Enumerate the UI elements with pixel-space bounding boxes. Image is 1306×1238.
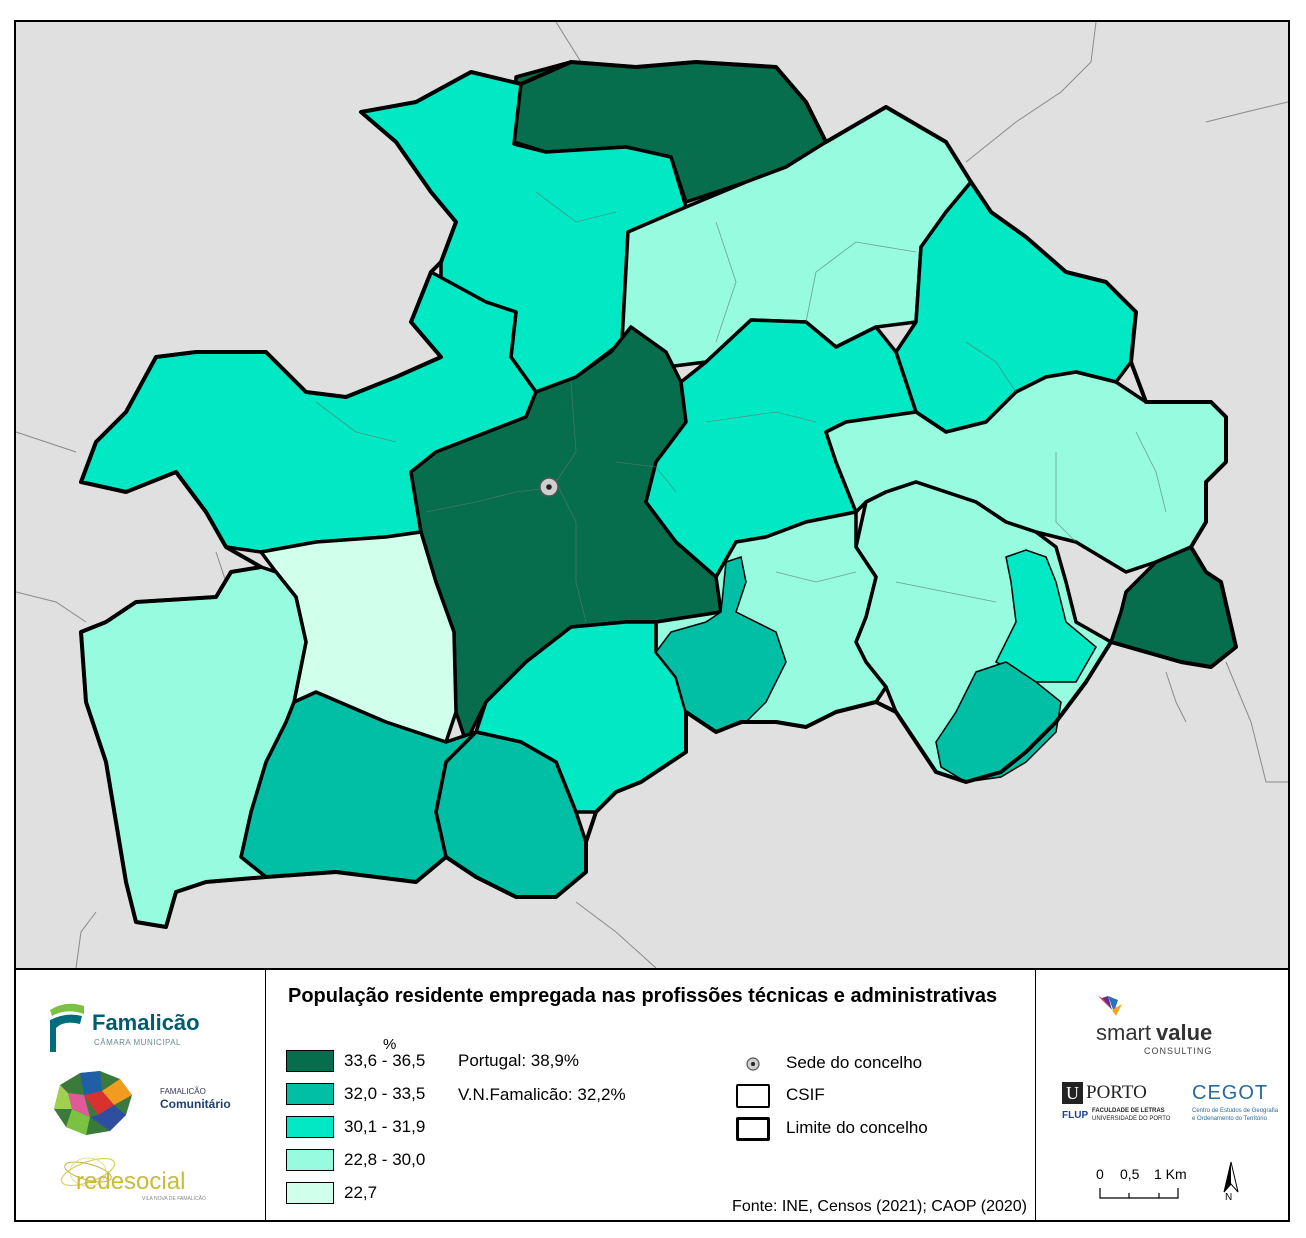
uporto-flup: FLUP [1062,1110,1089,1121]
north-arrow: N [1216,1160,1246,1210]
redesocial-sub: VILA NOVA DE FAMALICÃO [142,1196,206,1202]
mosaic-map-icon [54,1071,132,1135]
legend-class-label: 32,0 - 33,5 [344,1084,426,1103]
map-layout-frame: Famalicão CÂMARA MUNICIPAL FAMALICÃO Com… [14,20,1290,1222]
scale-bar-graphic [1099,1188,1179,1199]
smartvalue-bird-icon [1098,996,1122,1016]
boundary-swatch [736,1117,770,1141]
stat-portugal: Portugal: 38,9% [458,1051,579,1070]
legend-class-label: 30,1 - 31,9 [344,1117,426,1136]
csif-areas [79,60,1238,929]
legend-unit: % [383,1036,397,1053]
cegot-logo: CEGOT Centro de Estudos de Geografia e O… [1192,1082,1284,1128]
boundary-label: Limite do concelho [786,1118,928,1137]
comunitario-line2: Comunitário [160,1097,231,1111]
scale-tick-1: 0,5 [1120,1166,1140,1182]
map-canvas [16,22,1288,968]
scale-tick-0: 0 [1096,1166,1104,1182]
redesocial-swirl-icon [60,1157,116,1187]
seat-marker[interactable] [539,477,559,497]
stat-famalicao: V.N.Famalicão: 32,2% [458,1085,626,1104]
legend-class-label: 22,8 - 30,0 [344,1150,426,1169]
logos-panel: Famalicão CÂMARA MUNICIPAL FAMALICÃO Com… [16,970,266,1220]
seat-icon [746,1057,760,1071]
legend-title: População residente empregada nas profis… [288,985,998,1007]
north-arrow-icon [1223,1161,1239,1193]
legend-panel: População residente empregada nas profis… [266,970,1036,1220]
municipality-boundary [79,60,1238,929]
legend-swatch [286,1182,334,1204]
partners-panel: smart value CONSULTING U PORTO FLUP FACU… [1036,970,1288,1220]
famalicao-logo: Famalicão CÂMARA MUNICIPAL [46,1000,246,1056]
comunitario-logo: FAMALICÃO Comunitário [50,1065,250,1137]
north-label: N [1225,1192,1233,1203]
cegot-line2: e Ordenamento do Território [1192,1116,1267,1122]
neighbour-boundaries [16,22,1288,968]
famalicao-sub: CÂMARA MUNICIPAL [94,1038,181,1047]
legend-swatch [286,1149,334,1171]
choropleth-map[interactable] [16,22,1288,970]
legend-class-label: 22,7 [344,1183,378,1202]
csif-label: CSIF [786,1085,825,1104]
smartvalue-logo: smart value CONSULTING [1096,994,1276,1058]
redesocial-logo: redesocial VILA NOVA DE FAMALICÃO [56,1150,256,1206]
uporto-line1: FACULDADE DE LETRAS [1092,1108,1165,1114]
uporto-logo: U PORTO FLUP FACULDADE DE LETRAS UNIVERS… [1062,1082,1192,1128]
parish-lines [315,191,1167,623]
redesocial-name: redesocial [76,1168,186,1195]
inner-patches [655,549,1097,783]
scale-bar: 0 0,5 1 Km [1096,1166,1216,1206]
smartvalue-name-a: smart [1096,1020,1151,1045]
source-note: Fonte: INE, Censos (2021); CAOP (2020) [732,1198,1027,1215]
cegot-name: CEGOT [1192,1082,1269,1104]
uporto-line2: UNIVERSIDADE DO PORTO [1092,1116,1171,1122]
seat-label: Sede do concelho [786,1053,923,1072]
comunitario-line1: FAMALICÃO [160,1087,206,1096]
scale-tick-2: 1 Km [1154,1166,1187,1182]
cegot-line1: Centro de Estudos de Geografia [1192,1108,1279,1114]
famalicao-logo-icon [50,1003,84,1052]
uporto-porto: PORTO [1086,1082,1147,1103]
legend-swatch [286,1116,334,1138]
smartvalue-name-b: value [1156,1020,1213,1045]
csif-swatch [736,1084,770,1108]
uporto-u: U [1062,1082,1083,1104]
legend-swatch [286,1050,334,1072]
famalicao-name: Famalicão [92,1010,200,1035]
smartvalue-sub: CONSULTING [1144,1046,1213,1056]
legend-class-label: 33,6 - 36,5 [344,1051,426,1070]
legend-swatch [286,1083,334,1105]
